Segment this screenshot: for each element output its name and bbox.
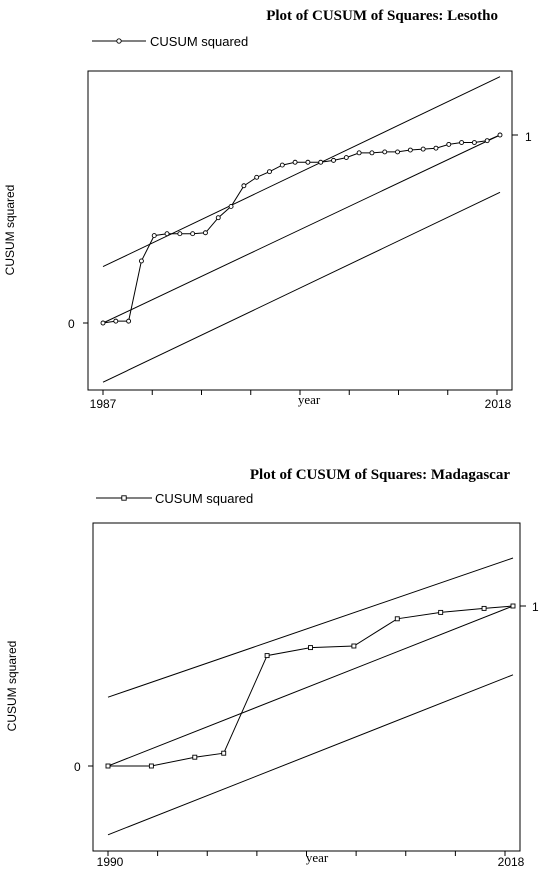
chart-1-y-tick-label-0: 0 xyxy=(68,317,75,331)
chart-1-data-point xyxy=(228,203,234,209)
chart-1-boundary-line-3 xyxy=(102,191,501,383)
chart-1-y-axis-label: CUSUM squared xyxy=(3,185,17,276)
chart-2-legend-marker xyxy=(121,495,127,501)
chart-2-data-point xyxy=(192,754,198,760)
chart-1-data-point xyxy=(126,318,132,324)
chart-1-plot-frame xyxy=(87,70,513,391)
chart-1-x-tick-label-start: 1987 xyxy=(90,397,117,411)
chart-2-data-point xyxy=(481,605,487,611)
chart-2-x-tick-label-end: 2018 xyxy=(498,855,525,869)
chart-1-legend-marker xyxy=(116,38,122,44)
chart-1-y-tick-label-1: 1 xyxy=(525,130,532,144)
chart-2-data-point xyxy=(105,763,111,769)
chart-1-data-point xyxy=(151,233,157,239)
chart-1-data-point xyxy=(190,231,196,237)
chart-2-legend-label: CUSUM squared xyxy=(155,491,253,506)
chart-2-boundary-line-2 xyxy=(107,605,514,767)
chart-1-data-point xyxy=(100,320,106,326)
chart-1-data-point xyxy=(343,155,349,161)
chart-1-boundary-line-1 xyxy=(102,76,501,268)
chart-2-data-point xyxy=(308,645,313,651)
chart-2-y-tick-label-0: 0 xyxy=(74,760,81,774)
chart-2-boundary-line-3 xyxy=(107,674,514,836)
chart-1-data-point xyxy=(292,159,298,165)
chart-1-data-point xyxy=(138,258,144,264)
chart-1-data-point xyxy=(459,140,465,145)
chart-2-plot-frame xyxy=(92,522,521,852)
chart-1-data-point xyxy=(215,215,221,221)
chart-1-data-point xyxy=(356,150,362,156)
chart-2-title: Plot of CUSUM of Squares: Madagascar xyxy=(250,467,510,483)
chart-2-y-tick-label-1: 1 xyxy=(532,600,539,614)
chart-1-data-point xyxy=(395,149,400,155)
chart-2-data-point xyxy=(264,653,270,659)
chart-2-data-point xyxy=(351,643,357,649)
chart-2-boundary-line-1 xyxy=(107,557,514,698)
chart-2-y-axis-label: CUSUM squared xyxy=(5,641,19,732)
chart-1-data-point xyxy=(407,147,413,153)
chart-2-data-point xyxy=(148,763,154,769)
chart-1-data-point xyxy=(241,183,247,189)
chart-1-boundary-line-2 xyxy=(102,134,501,324)
chart-1-data-point xyxy=(471,140,477,145)
chart-1-data-point xyxy=(305,159,311,165)
chart-2-x-tick-label-start: 1990 xyxy=(97,855,124,869)
chart-1-x-tick-label-end: 2018 xyxy=(485,397,512,411)
chart-1-data-point xyxy=(177,231,183,237)
chart-1-data-point xyxy=(279,162,285,168)
chart-2-data-point xyxy=(221,750,227,756)
chart-1-data-point xyxy=(484,138,490,144)
chart-1-data-point xyxy=(254,174,260,180)
chart-1-legend-label: CUSUM squared xyxy=(150,34,248,49)
chart-1-data-point xyxy=(382,149,388,155)
chart-1-data-point xyxy=(369,150,375,156)
chart-2-data-point xyxy=(510,603,516,609)
chart-1-data-point xyxy=(446,141,452,147)
chart-1-data-point xyxy=(433,145,439,151)
chart-1-data-point xyxy=(113,318,119,324)
chart-1-data-point xyxy=(267,169,272,175)
chart-1-data-point xyxy=(318,159,324,165)
chart-2-data-point xyxy=(394,616,400,622)
chart-2-x-axis-label: year xyxy=(306,850,329,865)
chart-2-data-point xyxy=(438,609,444,615)
chart-1-data-point xyxy=(420,146,426,152)
chart-1-x-axis-label: year xyxy=(298,392,321,407)
chart-1-data-point xyxy=(164,231,170,237)
chart-1-data-point xyxy=(331,157,336,163)
chart-1-title: Plot of CUSUM of Squares: Lesotho xyxy=(266,8,498,24)
chart-1-data-point xyxy=(497,132,503,138)
chart-1-data-point xyxy=(203,230,208,236)
